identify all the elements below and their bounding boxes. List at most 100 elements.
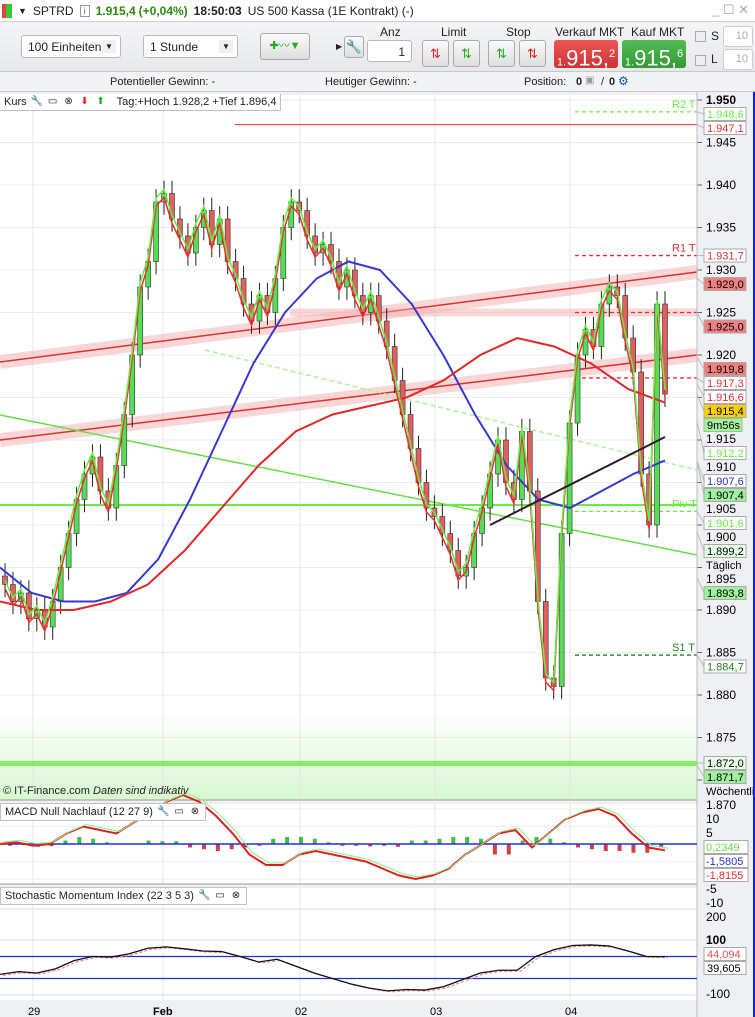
price-axis-label: 1.905: [706, 502, 736, 516]
smi-line: [0, 944, 666, 992]
macd-label-box: [703, 840, 749, 854]
close-position-icon[interactable]: ▣: [585, 75, 595, 86]
level-label-box: [703, 121, 747, 135]
units-value: 100 Einheiten: [28, 40, 102, 54]
close-circle-icon[interactable]: ⊗: [64, 96, 73, 107]
macd-axis-label: -10: [706, 896, 724, 910]
wrench-icon[interactable]: 🔧: [156, 806, 170, 817]
price-change: (+0,04%): [138, 3, 188, 18]
label-leader: [696, 356, 705, 370]
window-icon[interactable]: ▭: [174, 806, 184, 817]
macd-histogram-bar: [451, 837, 456, 844]
price-panel-bg: [0, 95, 697, 800]
label-leader: [696, 312, 705, 327]
price-axis-label: 1.950: [706, 93, 736, 107]
position-count: 0: [576, 76, 583, 88]
macd-histogram-bar: [104, 842, 109, 844]
date-axis-label: 29: [28, 1006, 40, 1017]
resistance-trendline: [0, 354, 698, 441]
macd-axis-label: 5: [706, 826, 713, 840]
sell-market-button[interactable]: 1.915,2: [554, 40, 618, 68]
symbol-dropdown-icon[interactable]: ▼: [18, 5, 27, 16]
level-label: 1.931,7: [707, 251, 744, 263]
macd-histogram-bar: [188, 844, 193, 848]
level-tag: R2 T: [672, 99, 696, 111]
smi-panel-header: Stochastic Momentum Index (22 3 5 3) 🔧 ▭ ⊗: [0, 887, 247, 905]
close-circle-icon[interactable]: ⊗: [231, 890, 241, 901]
l-label: L: [711, 52, 718, 66]
stop-checkbox[interactable]: [695, 31, 706, 42]
macd-histogram-bar: [285, 837, 290, 844]
stop-sell-button[interactable]: ⇅: [519, 40, 546, 67]
macd-histogram-bar: [617, 844, 622, 851]
limit-sell-button[interactable]: ⇅: [453, 40, 480, 67]
macd-value-label: -1,5805: [706, 856, 743, 868]
wrench-icon[interactable]: 🔧: [197, 890, 211, 901]
expand-arrow-icon[interactable]: ▶: [336, 42, 343, 51]
settings-button[interactable]: 🔧: [344, 36, 364, 58]
label-leader: [696, 124, 705, 129]
chart-indicator-icon: ✚〰▼: [269, 40, 301, 52]
minimize-icon[interactable]: _: [711, 2, 720, 17]
macd-histogram-bar: [160, 841, 165, 844]
quantity-input[interactable]: 1: [367, 40, 412, 62]
current-price: 1.915,4: [95, 3, 136, 18]
level-label-box: [703, 404, 747, 418]
macd-histogram-bar: [91, 838, 96, 844]
close-circle-icon[interactable]: ⊗: [190, 806, 200, 817]
arrow-down-icon[interactable]: ⬇: [80, 96, 89, 107]
level-tag: Piv T: [672, 498, 697, 510]
quantity-value: 1: [398, 45, 405, 59]
macd-histogram-bar: [326, 842, 331, 844]
limit-checkbox[interactable]: [695, 55, 706, 66]
label-leader: [696, 461, 705, 496]
macd-histogram-bar: [506, 844, 511, 855]
macd-histogram-bar: [77, 837, 82, 844]
window-icon[interactable]: ▭: [47, 96, 58, 107]
chart-type-button[interactable]: ✚〰▼: [260, 33, 310, 60]
macd-axis-label: -5: [706, 882, 717, 896]
units-select[interactable]: 100 Einheiten ▼: [21, 35, 121, 58]
level-tag: R1 T: [672, 243, 696, 255]
level-label: 1.919,8: [707, 364, 744, 376]
level-label: 1.884,7: [707, 662, 744, 674]
copyright: © IT-Finance.com Daten sind indikativ: [3, 785, 188, 797]
info-icon[interactable]: i: [79, 4, 90, 17]
buy-price: 915,: [634, 45, 677, 68]
level-label: 1.917,3: [707, 378, 744, 390]
level-label: 1.907,6: [707, 476, 744, 488]
disclaimer: Daten sind indikativ: [93, 785, 189, 797]
price-axis-label: 1.920: [706, 348, 736, 362]
level-label-box: [703, 474, 747, 488]
price-axis-label: 1.910: [706, 460, 736, 474]
macd-histogram-bar: [645, 844, 650, 853]
s-input[interactable]: 10: [723, 26, 753, 47]
todays-profit: Heutiger Gewinn: -: [325, 76, 417, 88]
macd-histogram-bar: [437, 838, 442, 844]
symbol[interactable]: SPTRD: [32, 3, 74, 18]
price-axis-label: 1.870: [706, 798, 736, 812]
level-label-box: [703, 248, 747, 263]
limit-buy-button[interactable]: ⇅: [422, 40, 449, 67]
macd-histogram-bar: [395, 844, 400, 847]
macd-histogram-bar: [576, 844, 581, 848]
macd-signal-line: [2, 792, 669, 878]
window-icon[interactable]: ▭: [215, 890, 225, 901]
buy-market-button[interactable]: 1.915,6: [622, 40, 686, 68]
level-label-box: [703, 770, 747, 784]
interval-select[interactable]: 1 Stunde ▼: [143, 35, 238, 58]
date-axis-label: 04: [565, 1006, 577, 1017]
wrench-icon[interactable]: 🔧: [30, 96, 44, 107]
price-axis-label: 1.945: [706, 136, 736, 150]
l-input[interactable]: 10: [723, 49, 753, 70]
level-label-box: [703, 107, 747, 121]
close-icon[interactable]: ✕: [738, 2, 749, 17]
maximize-icon[interactable]: ☐: [722, 2, 735, 17]
smi-value-label: 44,094: [707, 949, 741, 961]
interval-value: 1 Stunde: [150, 40, 199, 54]
stop-buy-button[interactable]: ⇅: [488, 40, 515, 67]
macd-histogram-bar: [8, 844, 12, 846]
gear-icon[interactable]: ⚙: [618, 74, 629, 88]
arrow-up-icon[interactable]: ⬆: [96, 96, 105, 107]
